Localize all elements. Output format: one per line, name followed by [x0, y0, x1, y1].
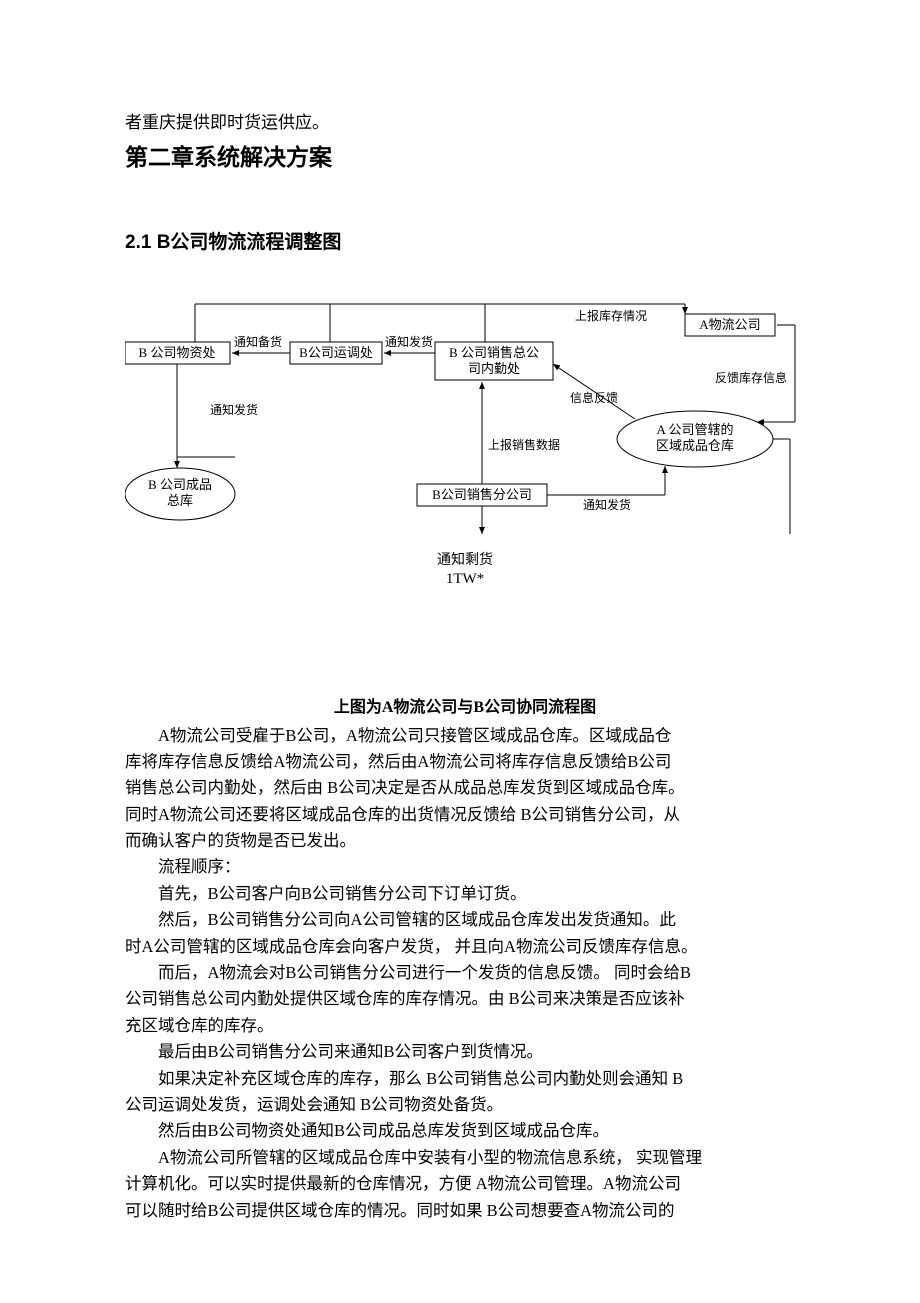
para-11: 充区域仓库的库存。	[125, 1013, 805, 1039]
node-main-whs-l2: 总库	[167, 493, 193, 508]
diagram-caption-1: 通知剩货	[125, 549, 805, 569]
para-6: 首先，B公司客户向B公司销售分公司下订单订货。	[125, 881, 805, 907]
label-feedback-inv: 反馈库存信息	[715, 370, 787, 385]
node-sales-branch-label: B公司销售分公司	[432, 487, 532, 502]
para-16: A物流公司所管辖的区域成品仓库中安装有小型的物流信息系统， 实现管理	[125, 1145, 805, 1171]
diagram-caption-2: 1TW*	[125, 571, 805, 588]
para-5: 流程顺序：	[125, 854, 805, 880]
label-notify-ship1: 通知发货	[385, 334, 433, 349]
para-15: 然后由B公司物资处通知B公司成品总库发货到区域成品仓库。	[125, 1118, 805, 1144]
node-main-whs-l1: B 公司成品	[148, 477, 212, 492]
para-8: 时A公司管辖的区域成品仓库会向客户发货， 并且向A物流公司反馈库存信息。	[125, 934, 805, 960]
para-4: 而确认客户的货物是否已发出。	[125, 828, 805, 854]
section-title: 2.1 B公司物流流程调整图	[125, 227, 805, 254]
label-report-inv: 上报库存情况	[575, 308, 647, 323]
node-sales-hq-l2: 司内勤处	[468, 361, 520, 376]
continued-line: 者重庆提供即时货运供应。	[125, 110, 805, 136]
para-7: 然后，B公司销售分公司向A公司管辖的区域成品仓库发出发货通知。此	[125, 907, 805, 933]
body-text: A物流公司受雇于B公司，A物流公司只接管区域成品仓库。区域成品仓 库将库存信息反…	[125, 723, 805, 1224]
label-notify-ship3: 通知发货	[583, 497, 631, 512]
node-region-whs-l2: 区域成品仓库	[656, 438, 734, 453]
label-notify-ship2: 通知发货	[210, 402, 258, 417]
para-9: 而后，A物流会对B公司销售分公司进行一个发货的信息反馈。 同时会给B	[125, 960, 805, 986]
node-dispatch-label: B公司运调处	[299, 345, 373, 360]
node-material-label: B 公司物资处	[139, 345, 216, 360]
label-info-feedback: 信息反馈	[570, 390, 618, 405]
node-region-whs-l1: A 公司管辖的	[657, 422, 734, 437]
para-1: 库将库存信息反馈给A物流公司，然后由A物流公司将库存信息反馈给B公司	[125, 749, 805, 775]
node-a-logistics-label: A物流公司	[699, 317, 760, 332]
para-2: 销售总公司内勤处，然后由 B公司决定是否从成品总库发货到区域成品仓库。	[125, 775, 805, 801]
label-report-sales: 上报销售数据	[488, 437, 560, 452]
label-notify-prepare: 通知备货	[234, 334, 282, 349]
para-0: A物流公司受雇于B公司，A物流公司只接管区域成品仓库。区域成品仓	[125, 723, 805, 749]
para-10: 公司销售总公司内勤处提供区域仓库的库存情况。由 B公司来决策是否应该补	[125, 986, 805, 1012]
para-3: 同时A物流公司还要将区域成品仓库的出货情况反馈给 B公司销售分公司，从	[125, 802, 805, 828]
flow-caption: 上图为A物流公司与B公司协同流程图	[125, 693, 805, 717]
chapter-title: 第二章系统解决方案	[125, 138, 805, 172]
node-sales-hq-l1: B 公司销售总公	[449, 345, 539, 360]
para-13: 如果决定补充区域仓库的库存，那么 B公司销售总公司内勤处则会通知 B	[125, 1066, 805, 1092]
para-18: 可以随时给B公司提供区域仓库的情况。同时如果 B公司想要查A物流公司的	[125, 1198, 805, 1224]
para-12: 最后由B公司销售分公司来通知B公司客户到货情况。	[125, 1039, 805, 1065]
para-17: 计算机化。可以实时提供最新的仓库情况，方便 A物流公司管理。A物流公司	[125, 1171, 805, 1197]
para-14: 公司运调处发货，运调处会通知 B公司物资处备货。	[125, 1092, 805, 1118]
flowchart-diagram: 上报库存情况 A物流公司 B 公司物资处 B公司运调处 通知备货 B 公司销售总…	[125, 284, 805, 588]
